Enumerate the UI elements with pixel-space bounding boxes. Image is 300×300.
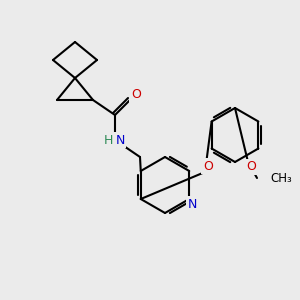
Text: H: H — [103, 134, 113, 146]
Text: CH₃: CH₃ — [270, 172, 292, 184]
Text: O: O — [131, 88, 141, 101]
Text: O: O — [246, 160, 256, 173]
Text: N: N — [188, 197, 197, 211]
Text: N: N — [115, 134, 125, 146]
Text: O: O — [203, 160, 213, 172]
